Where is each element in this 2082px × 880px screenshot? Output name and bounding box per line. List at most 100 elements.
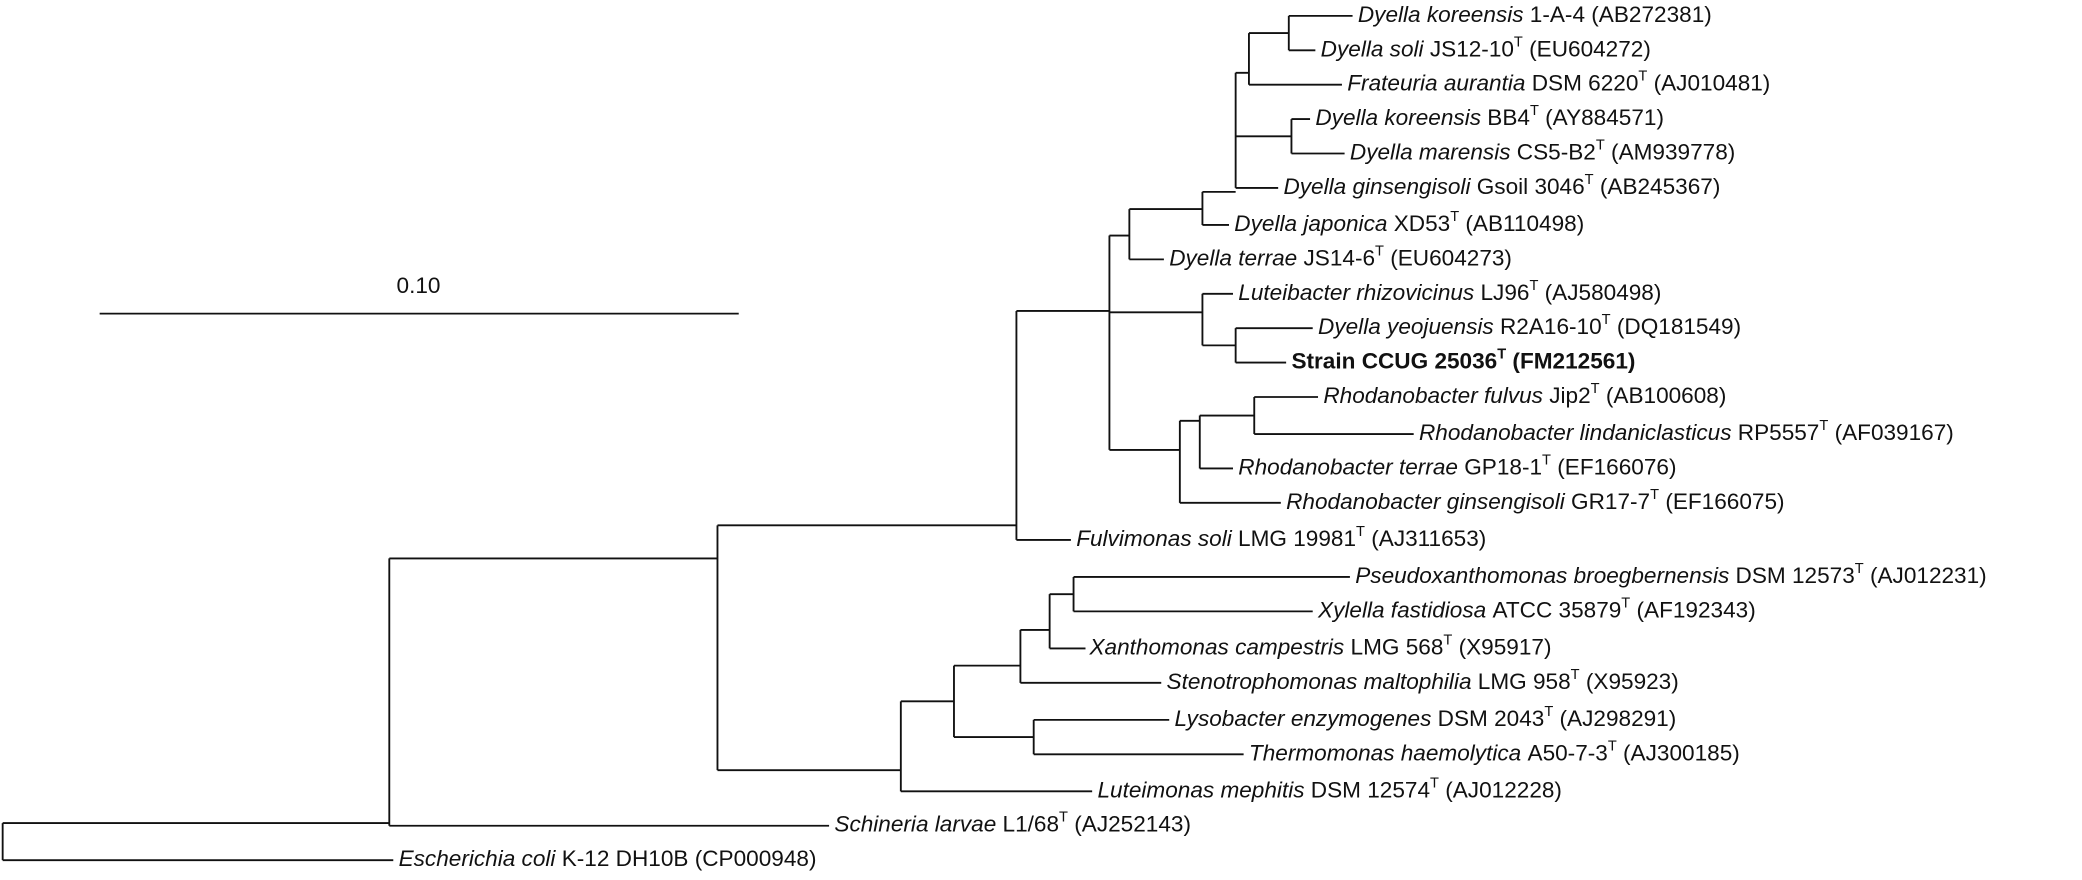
accession: (AB110498) xyxy=(1465,211,1584,236)
type-strain-mark: T xyxy=(1356,524,1365,540)
strain-name: LMG 19981 xyxy=(1238,526,1356,551)
strain-name: ATCC 35879 xyxy=(1492,597,1621,622)
accession: (EF166075) xyxy=(1665,489,1784,514)
species-name: Escherichia coli xyxy=(399,846,557,871)
species-name: Lysobacter enzymogenes xyxy=(1175,706,1432,731)
species-name: Dyella japonica xyxy=(1234,211,1387,236)
strain-name: Jip2 xyxy=(1549,383,1590,408)
strain-name: JS12-10 xyxy=(1430,36,1514,61)
accession: (AM939778) xyxy=(1611,139,1735,164)
strain-name: JS14-6 xyxy=(1303,245,1375,270)
leaf-label: Escherichia coli K-12 DH10B (CP000948) xyxy=(399,846,817,871)
strain-name: CS5-B2 xyxy=(1517,139,1596,164)
strain-name: R2A16-10 xyxy=(1500,314,1602,339)
accession: (CP000948) xyxy=(695,846,817,871)
strain-name: DSM 2043 xyxy=(1438,706,1545,731)
leaf-label: Rhodanobacter ginsengisoli GR17-7T (EF16… xyxy=(1286,487,1784,514)
type-strain-mark: T xyxy=(1497,346,1506,362)
strain-name: L1/68 xyxy=(1003,812,1060,837)
leaf-label: Schineria larvae L1/68T (AJ252143) xyxy=(834,810,1191,837)
type-strain-mark: T xyxy=(1529,278,1538,294)
accession: (AJ300185) xyxy=(1623,740,1740,765)
accession: (AB245367) xyxy=(1600,174,1720,199)
type-strain-mark: T xyxy=(1430,775,1439,791)
accession: (EU604272) xyxy=(1529,36,1651,61)
leaf-label: Xanthomonas campestris LMG 568T (X95917) xyxy=(1088,632,1551,659)
species-name: Rhodanobacter ginsengisoli xyxy=(1286,489,1566,514)
leaf-label: Dyella koreensis BB4T (AY884571) xyxy=(1315,103,1664,130)
accession: (AJ012228) xyxy=(1445,777,1562,802)
leaf-label: Dyella terrae JS14-6T (EU604273) xyxy=(1169,243,1512,270)
leaf-label: Dyella japonica XD53T (AB110498) xyxy=(1234,209,1584,236)
type-strain-mark: T xyxy=(1542,452,1551,468)
species-name: Fulvimonas soli xyxy=(1076,526,1233,551)
leaf-label: Fulvimonas soli LMG 19981T (AJ311653) xyxy=(1076,524,1486,551)
leaf-label: Dyella soli JS12-10T (EU604272) xyxy=(1321,34,1651,61)
accession: (EF166076) xyxy=(1557,454,1676,479)
accession: (AJ580498) xyxy=(1545,280,1662,305)
species-name: Luteibacter rhizovicinus xyxy=(1238,280,1474,305)
strain-name: Gsoil 3046 xyxy=(1477,174,1585,199)
accession: (FM212561) xyxy=(1512,349,1635,374)
leaf-label: Lysobacter enzymogenes DSM 2043T (AJ2982… xyxy=(1175,704,1677,731)
species-name: Dyella koreensis xyxy=(1315,105,1481,130)
leaf-label: Pseudoxanthomonas broegbernensis DSM 125… xyxy=(1355,561,1986,588)
accession: (AB100608) xyxy=(1606,383,1726,408)
species-name: Dyella ginsengisoli xyxy=(1283,174,1471,199)
species-name: Dyella marensis xyxy=(1350,139,1511,164)
leaf-label: Stenotrophomonas maltophilia LMG 958T (X… xyxy=(1167,667,1679,694)
type-strain-mark: T xyxy=(1855,561,1864,577)
species-name: Thermomonas haemolytica xyxy=(1249,740,1521,765)
accession: (AJ311653) xyxy=(1371,526,1486,551)
accession: (AJ252143) xyxy=(1074,812,1191,837)
species-name: Rhodanobacter fulvus xyxy=(1323,383,1543,408)
strain-name: GR17-7 xyxy=(1571,489,1650,514)
leaf-label: Dyella yeojuensis R2A16-10T (DQ181549) xyxy=(1318,312,1741,339)
strain-name: DSM 12574 xyxy=(1311,777,1430,802)
leaf-label: Rhodanobacter terrae GP18-1T (EF166076) xyxy=(1238,452,1676,479)
species-name: Dyella yeojuensis xyxy=(1318,314,1494,339)
leaf-label: Rhodanobacter lindaniclasticus RP5557T (… xyxy=(1419,418,1954,445)
strain-name: 1-A-4 xyxy=(1530,2,1585,27)
species-name: Schineria larvae xyxy=(834,812,996,837)
species-name: Dyella koreensis xyxy=(1358,2,1524,27)
type-strain-mark: T xyxy=(1530,103,1539,119)
strain-name: K-12 DH10B xyxy=(562,846,689,871)
leaf-label: Xylella fastidiosa ATCC 35879T (AF192343… xyxy=(1317,595,1756,622)
accession: (AF192343) xyxy=(1637,597,1756,622)
type-strain-mark: T xyxy=(1443,632,1452,648)
type-strain-mark: T xyxy=(1819,418,1828,434)
leaf-label: Dyella marensis CS5-B2T (AM939778) xyxy=(1350,137,1735,164)
accession: (AJ012231) xyxy=(1870,563,1987,588)
species-name: Rhodanobacter terrae xyxy=(1238,454,1458,479)
leaf-label: Dyella koreensis 1-A-4 (AB272381) xyxy=(1358,2,1712,27)
accession: (AF039167) xyxy=(1835,420,1954,445)
species-name: Frateuria aurantia xyxy=(1347,71,1525,96)
type-strain-mark: T xyxy=(1602,312,1611,328)
strain-name: LMG 568 xyxy=(1351,634,1444,659)
strain-name: XD53 xyxy=(1394,211,1450,236)
type-strain-mark: T xyxy=(1450,209,1459,225)
species-name: Dyella soli xyxy=(1321,36,1425,61)
leaf-label: Rhodanobacter fulvus Jip2T (AB100608) xyxy=(1323,381,1726,408)
strain-name: LJ96 xyxy=(1481,280,1530,305)
species-name: Pseudoxanthomonas broegbernensis xyxy=(1355,563,1729,588)
species-name: Xanthomonas campestris xyxy=(1088,634,1344,659)
leaf-label: Luteimonas mephitis DSM 12574T (AJ012228… xyxy=(1097,775,1562,802)
strain-name: RP5557 xyxy=(1738,420,1820,445)
accession: (AY884571) xyxy=(1545,105,1664,130)
leaf-label: Strain CCUG 25036T (FM212561) xyxy=(1291,346,1635,373)
type-strain-mark: T xyxy=(1621,595,1630,611)
strain-name: LMG 958 xyxy=(1478,669,1571,694)
type-strain-mark: T xyxy=(1571,667,1580,683)
strain-name: DSM 12573 xyxy=(1736,563,1855,588)
type-strain-mark: T xyxy=(1059,810,1068,826)
accession: (AJ010481) xyxy=(1654,71,1771,96)
type-strain-mark: T xyxy=(1585,172,1594,188)
accession: (AJ298291) xyxy=(1560,706,1677,731)
type-strain-mark: T xyxy=(1514,34,1523,50)
species-name: Xylella fastidiosa xyxy=(1317,597,1486,622)
